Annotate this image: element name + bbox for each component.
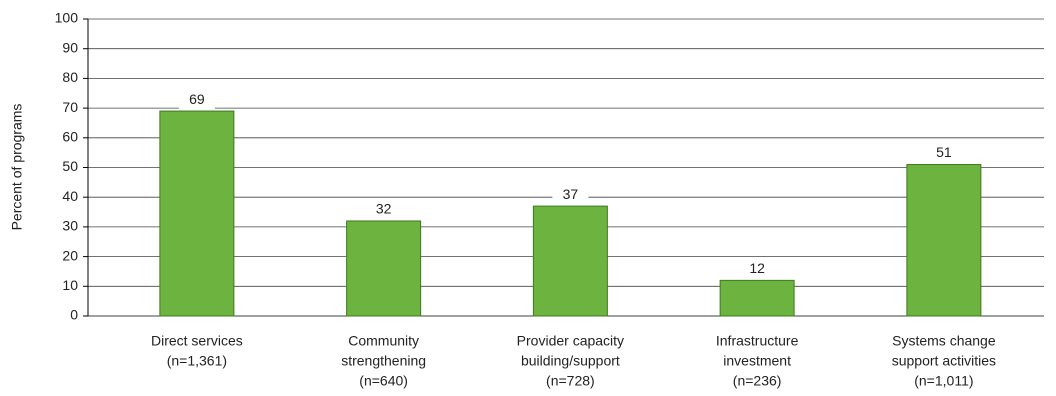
y-tick-label: 70 [62, 99, 78, 115]
label-bg [552, 186, 589, 205]
bar [906, 164, 982, 317]
y-tick-label: 40 [62, 188, 78, 204]
y-tick-label: 90 [62, 39, 78, 55]
data-label: 37 [563, 186, 579, 202]
x-tick-label: Provider capacity [517, 333, 624, 349]
bar [532, 205, 608, 317]
y-tick-label: 60 [62, 129, 78, 145]
y-tick-label: 50 [62, 158, 78, 174]
y-tick-label: 100 [55, 10, 79, 26]
label-bg [365, 200, 402, 219]
x-tick-label: Systems change [892, 333, 996, 349]
y-tick-label: 30 [62, 218, 78, 234]
x-tick-label: investment [723, 353, 791, 369]
bar [346, 220, 422, 317]
x-tick-label: (n=728) [546, 373, 595, 389]
x-tick-label: strengthening [341, 353, 426, 369]
data-label: 51 [936, 144, 952, 160]
x-tick-label: (n=1,011) [914, 373, 973, 389]
bar [719, 279, 795, 317]
data-label: 12 [749, 260, 765, 276]
x-tick-label: Direct services [151, 333, 243, 349]
y-tick-label: 80 [62, 69, 78, 85]
x-tick-label: (n=1,361) [167, 353, 227, 369]
label-bg [739, 260, 776, 279]
y-tick-label: 10 [62, 277, 78, 293]
x-tick-label: (n=640) [359, 373, 408, 389]
label-bg [925, 144, 962, 163]
data-label: 32 [376, 201, 392, 217]
x-tick-label: support activities [892, 353, 996, 369]
label-bg [178, 91, 215, 110]
y-tick-label: 0 [70, 307, 78, 323]
x-tick-label: Community [348, 333, 419, 349]
y-tick-label: 20 [62, 247, 78, 263]
y-axis-label: Percent of programs [9, 104, 25, 231]
x-tick-label: building/support [521, 353, 620, 369]
data-label: 69 [189, 91, 205, 107]
bar [159, 110, 235, 317]
x-tick-label: (n=236) [733, 373, 782, 389]
x-tick-label: Infrastructure [716, 333, 799, 349]
